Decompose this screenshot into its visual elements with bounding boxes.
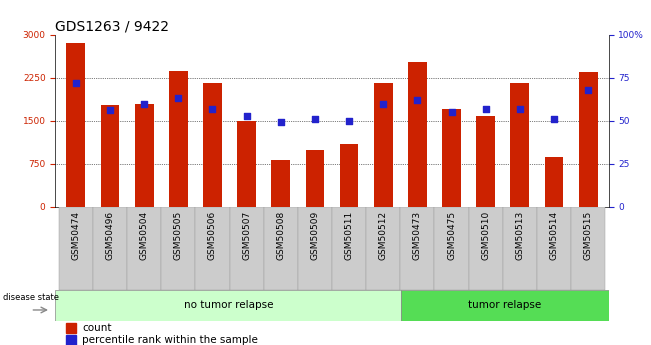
Bar xyxy=(271,160,290,207)
Text: GSM50513: GSM50513 xyxy=(516,211,524,260)
Point xyxy=(583,87,594,92)
Text: GSM50514: GSM50514 xyxy=(549,211,559,260)
Bar xyxy=(503,207,537,290)
Bar xyxy=(374,83,393,207)
Text: GSM50506: GSM50506 xyxy=(208,211,217,260)
Point xyxy=(207,106,217,111)
Point xyxy=(344,118,354,124)
Bar xyxy=(366,207,400,290)
Bar xyxy=(66,335,76,345)
Text: GSM50475: GSM50475 xyxy=(447,211,456,260)
Text: GSM50511: GSM50511 xyxy=(344,211,353,260)
Bar xyxy=(55,290,401,321)
Text: count: count xyxy=(82,323,111,333)
Point xyxy=(480,106,491,111)
Bar xyxy=(400,207,434,290)
Point xyxy=(378,101,389,106)
Bar xyxy=(510,83,529,207)
Text: GSM50510: GSM50510 xyxy=(481,211,490,260)
Text: GSM50474: GSM50474 xyxy=(72,211,80,260)
Bar xyxy=(408,61,427,207)
Text: GDS1263 / 9422: GDS1263 / 9422 xyxy=(55,19,169,33)
Point xyxy=(515,106,525,111)
Bar xyxy=(340,144,359,207)
Text: GSM50507: GSM50507 xyxy=(242,211,251,260)
Bar xyxy=(169,71,187,207)
Bar xyxy=(298,207,332,290)
Text: GSM50504: GSM50504 xyxy=(140,211,148,260)
Point xyxy=(412,97,422,103)
Bar xyxy=(161,207,195,290)
Text: GSM50509: GSM50509 xyxy=(311,211,320,260)
Bar xyxy=(264,207,298,290)
Bar xyxy=(66,323,76,333)
Text: GSM50512: GSM50512 xyxy=(379,211,388,260)
Bar xyxy=(442,109,461,207)
Bar xyxy=(332,207,366,290)
Bar xyxy=(537,207,571,290)
Text: GSM50496: GSM50496 xyxy=(105,211,115,260)
Bar xyxy=(434,207,469,290)
Text: GSM50508: GSM50508 xyxy=(276,211,285,260)
Bar xyxy=(579,72,598,207)
Bar xyxy=(195,207,230,290)
Point xyxy=(310,116,320,122)
Text: GSM50473: GSM50473 xyxy=(413,211,422,260)
Bar xyxy=(59,207,93,290)
Bar xyxy=(305,149,324,207)
Point xyxy=(70,80,81,86)
Bar xyxy=(127,207,161,290)
Text: disease state: disease state xyxy=(3,293,59,302)
Bar xyxy=(469,207,503,290)
Point xyxy=(549,116,559,122)
Bar xyxy=(237,121,256,207)
Point xyxy=(275,120,286,125)
Bar xyxy=(230,207,264,290)
Point xyxy=(242,113,252,118)
Bar xyxy=(101,105,119,207)
Bar xyxy=(135,104,154,207)
Bar xyxy=(545,157,563,207)
Point xyxy=(105,108,115,113)
Bar xyxy=(401,290,609,321)
Bar xyxy=(93,207,127,290)
Bar xyxy=(203,83,222,207)
Point xyxy=(447,109,457,115)
Text: GSM50505: GSM50505 xyxy=(174,211,183,260)
Point xyxy=(173,96,184,101)
Bar xyxy=(571,207,605,290)
Bar xyxy=(477,116,495,207)
Bar xyxy=(66,43,85,207)
Text: GSM50515: GSM50515 xyxy=(584,211,592,260)
Text: no tumor relapse: no tumor relapse xyxy=(184,300,273,310)
Point xyxy=(139,101,149,106)
Text: tumor relapse: tumor relapse xyxy=(468,300,542,310)
Text: percentile rank within the sample: percentile rank within the sample xyxy=(82,335,258,345)
